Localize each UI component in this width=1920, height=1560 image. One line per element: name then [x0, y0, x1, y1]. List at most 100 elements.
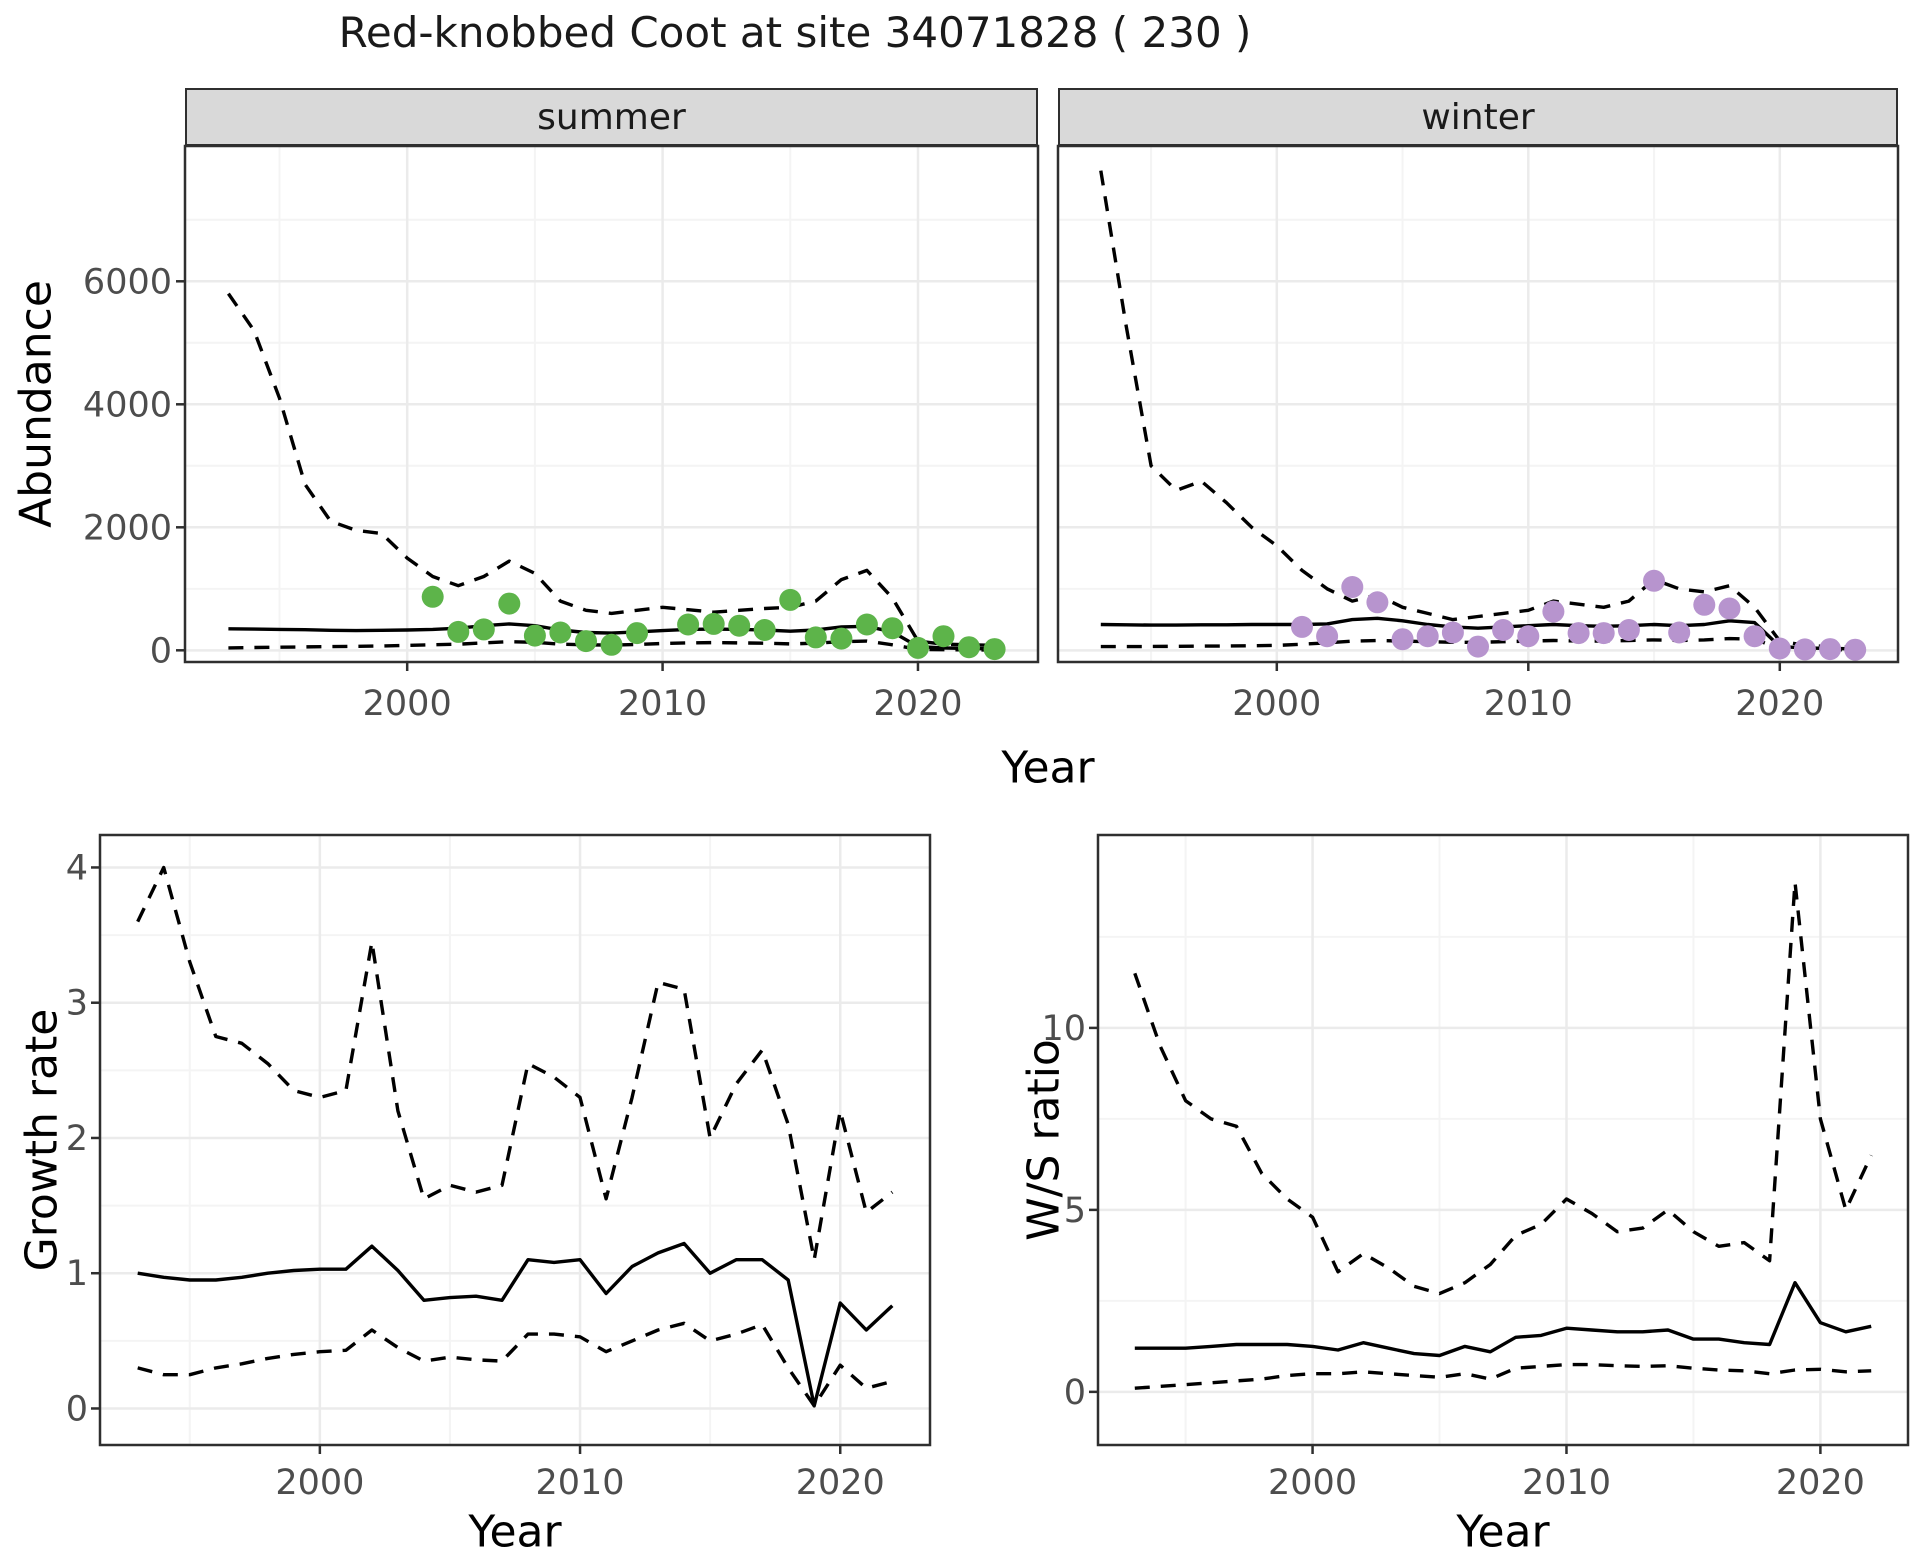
x-tick-label: 2000 [1268, 1463, 1357, 1503]
data-point [1316, 625, 1339, 648]
y-tick-label: 10 [1041, 1009, 1086, 1049]
facet-strip-summer: summer [185, 88, 1038, 146]
x-axis-title-year-top: Year [1001, 742, 1095, 794]
panel-winter_abundance: 2000 2010 2020 [1056, 144, 1900, 724]
data-point [1567, 622, 1590, 645]
data-point [1844, 638, 1867, 661]
data-point [600, 633, 623, 656]
series-median [1100, 616, 1856, 651]
points-observed_counts_winter [1291, 569, 1867, 661]
data-point [421, 585, 444, 608]
panel-summer_abundance: 2000 2010 2020 0 2000 4000 6000 [83, 144, 1040, 724]
data-point [907, 636, 929, 659]
y-tick-label: 6000 [83, 262, 172, 302]
series-upper_95ci [1099, 170, 1856, 649]
facet-strip-label-winter: winter [1421, 96, 1535, 138]
x-tick-label: 2020 [1735, 684, 1824, 724]
y-tick-label: 2 [66, 1119, 88, 1159]
data-point [932, 625, 955, 648]
y-tick-label: 1 [66, 1254, 88, 1294]
series-lower_95ci [1134, 1362, 1872, 1390]
panel-border [1056, 144, 1900, 664]
data-point [472, 618, 495, 641]
data-point [779, 588, 802, 611]
data-point [804, 626, 827, 649]
data-point [1341, 576, 1364, 598]
data-point [881, 617, 904, 640]
data-point [1643, 569, 1665, 592]
data-point [1366, 591, 1389, 614]
data-point [498, 592, 521, 615]
data-point [1617, 619, 1640, 641]
data-point [626, 622, 648, 645]
x-axis-title-year-bottom-left: Year [468, 1506, 562, 1558]
y-axis-title-ws-ratio: W/S ratio [1018, 1039, 1070, 1241]
y-tick-label: 2000 [83, 508, 172, 548]
panel-ws_ratio: 2000 2010 2020 0 5 10 [1041, 833, 1910, 1503]
series-upper_95ci [136, 865, 894, 1262]
y-tick-label: 0 [66, 1389, 88, 1429]
y-axis-title-abundance: Abundance [10, 280, 62, 528]
data-point [1467, 635, 1489, 658]
series-lower_95ci [228, 639, 995, 652]
data-point [855, 613, 878, 636]
data-point [1743, 625, 1766, 648]
x-axis-title-year-bottom-right: Year [1456, 1506, 1550, 1558]
x-tick-label: 2020 [1776, 1463, 1865, 1503]
data-point [1291, 615, 1313, 638]
panel-border [98, 833, 932, 1447]
data-point [1492, 619, 1515, 641]
data-point [728, 614, 751, 637]
points-observed_counts_summer [421, 585, 1006, 661]
data-point [1768, 637, 1791, 660]
x-tick-label: 2010 [536, 1463, 625, 1503]
series-median [137, 1241, 894, 1408]
y-tick-label: 4000 [83, 385, 172, 425]
y-tick-label: 0 [150, 631, 172, 671]
x-tick-label: 2010 [618, 684, 707, 724]
facet-strip-label-summer: summer [537, 96, 686, 138]
data-point [1718, 597, 1741, 620]
series-upper_95ci [227, 292, 995, 648]
x-tick-label: 2020 [796, 1463, 885, 1503]
data-point [1542, 600, 1565, 623]
y-tick-label: 3 [66, 984, 88, 1024]
data-point [1441, 621, 1464, 644]
panel-border [1096, 833, 1910, 1447]
y-tick-label: 0 [1064, 1373, 1086, 1413]
data-point [1793, 638, 1816, 661]
data-point [549, 621, 572, 644]
series-upper_95ci [1133, 880, 1873, 1296]
data-point [1693, 593, 1716, 616]
x-tick-label: 2020 [873, 684, 962, 724]
data-point [1517, 625, 1540, 648]
series-lower_95ci [137, 1321, 893, 1408]
x-tick-label: 2010 [1484, 684, 1573, 724]
y-tick-label: 5 [1064, 1191, 1086, 1231]
data-point [447, 620, 470, 643]
panel-growth_rate: 2000 2010 2020 0 1 2 3 4 [66, 833, 932, 1503]
x-tick-label: 2000 [275, 1463, 364, 1503]
data-point [1819, 638, 1842, 661]
data-point [1668, 621, 1691, 644]
y-axis-title-growth-rate: Growth rate [16, 1008, 68, 1272]
data-point [677, 613, 700, 636]
data-point [702, 612, 725, 635]
data-point [1391, 628, 1414, 651]
data-point [983, 638, 1006, 661]
x-tick-label: 2010 [1522, 1463, 1611, 1503]
data-point [523, 624, 546, 647]
x-tick-label: 2000 [363, 684, 452, 724]
data-point [958, 636, 980, 659]
data-point [575, 630, 597, 653]
data-point [753, 619, 776, 641]
y-tick-label: 4 [66, 848, 88, 888]
x-tick-label: 2000 [1232, 684, 1321, 724]
data-point [1416, 625, 1439, 648]
series-median [1134, 1281, 1872, 1358]
facet-strip-winter: winter [1058, 88, 1898, 146]
data-point [830, 627, 853, 650]
data-point [1592, 622, 1615, 645]
